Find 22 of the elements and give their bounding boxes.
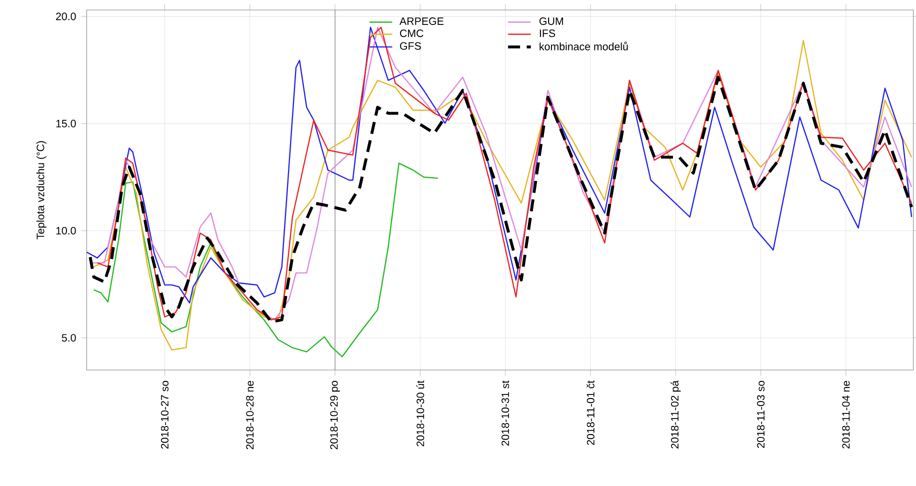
- line-series: [93, 162, 439, 358]
- x-tick-label: 2018-11-01 čt: [586, 380, 594, 445]
- x-tick-label: 2018-11-03 so: [757, 380, 765, 448]
- x-tick-label: 2018-10-27 so: [160, 380, 169, 449]
- y-tick-label: 5.0: [62, 334, 76, 342]
- x-tick-label: 2018-10-31 st: [502, 380, 510, 446]
- legend-label: CMC: [400, 30, 424, 38]
- y-tick-label: 20.0: [56, 12, 76, 20]
- legend-label: GUM: [540, 17, 563, 25]
- x-tick-label: 2018-10-29 po: [330, 380, 340, 450]
- x-tick-label: 2018-11-02 pá: [670, 380, 681, 448]
- y-tick-label: 10.0: [56, 226, 76, 234]
- legend-label: IFS: [540, 30, 556, 38]
- legend-label: GFS: [400, 42, 421, 50]
- y-tick-label: 15.0: [56, 120, 76, 128]
- x-tick-label: 2018-11-04 ne: [842, 380, 850, 448]
- legend-label: kombinace modelů: [540, 42, 628, 50]
- x-tick-label: 2018-10-30 út: [416, 380, 424, 446]
- y-axis-title: Teplota vzduchu (°C): [36, 141, 46, 240]
- legend-label: ARPEGE: [400, 17, 444, 25]
- x-tick-label: 2018-10-28 ne: [246, 380, 254, 450]
- line-series: [88, 76, 914, 324]
